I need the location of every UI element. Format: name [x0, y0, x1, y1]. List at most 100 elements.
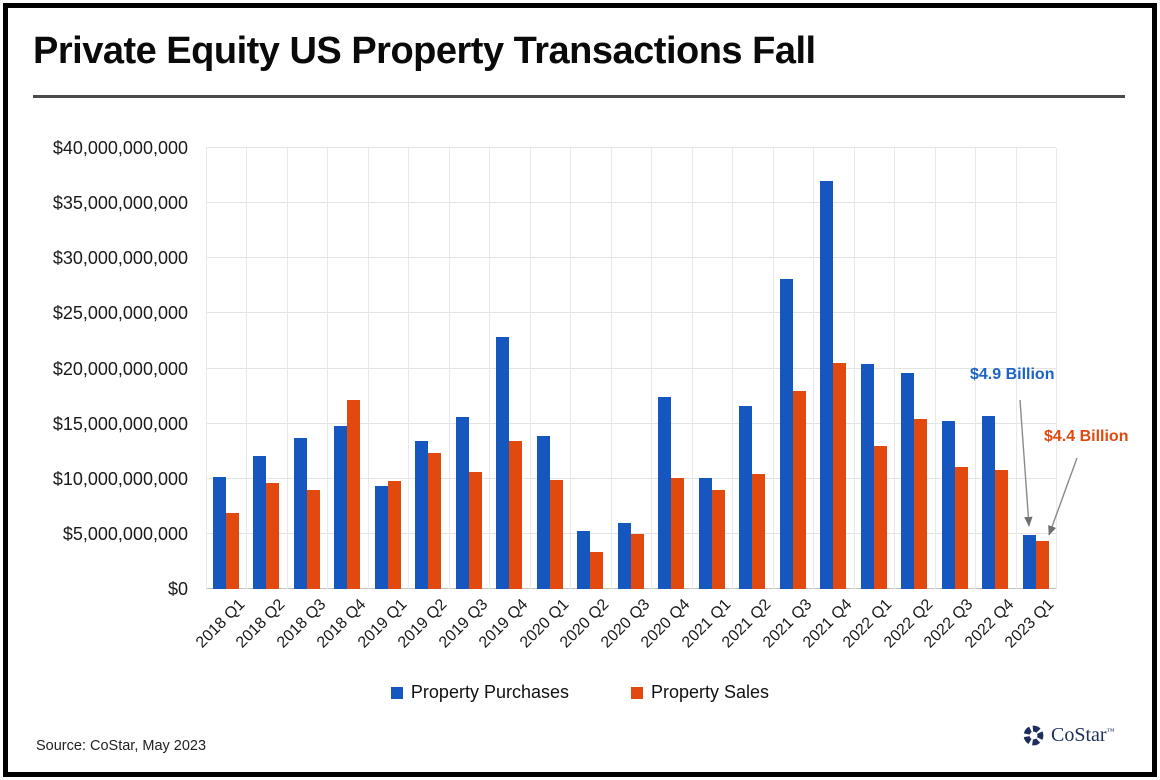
gridline-vertical: [408, 148, 410, 589]
bar-purchases-2019-q4: [496, 336, 510, 589]
bar-purchases-2020-q2: [577, 530, 591, 589]
bar-purchases-2020-q3: [617, 522, 631, 589]
bar-purchases-2019-q1: [374, 486, 388, 589]
gridline-vertical: [813, 148, 815, 589]
chart-legend: Property Purchases Property Sales: [8, 682, 1152, 703]
bar-sales-2021-q3: [792, 390, 806, 589]
bar-purchases-2020-q1: [536, 435, 550, 589]
gridline-horizontal: [206, 202, 1056, 204]
legend-item-purchases: Property Purchases: [390, 682, 569, 703]
gridline-vertical: [327, 148, 329, 589]
costar-pinwheel-icon: [1023, 725, 1044, 746]
gridline-vertical: [934, 148, 936, 589]
gridline-vertical: [772, 148, 774, 589]
legend-item-sales: Property Sales: [631, 682, 769, 703]
bar-purchases-2018-q1: [213, 476, 226, 589]
legend-label-purchases: Property Purchases: [410, 682, 569, 702]
bar-purchases-2018-q4: [334, 425, 348, 589]
y-axis-tick-label: $15,000,000,000: [52, 413, 188, 434]
gridline-vertical: [610, 148, 612, 589]
bar-purchases-2019-q2: [415, 441, 429, 589]
bar-purchases-2019-q3: [455, 417, 469, 589]
bar-sales-2023-q1: [1035, 540, 1049, 589]
bar-sales-2020-q1: [549, 479, 563, 589]
costar-wordmark: CoStar™: [1051, 724, 1115, 746]
bar-purchases-2021-q3: [779, 279, 793, 589]
gridline-vertical: [367, 148, 369, 589]
gridline-horizontal: [206, 422, 1056, 424]
bar-sales-2018-q1: [226, 512, 239, 589]
annotation-purchases-label: $4.9 Billion: [970, 366, 1055, 383]
bar-purchases-2021-q4: [820, 181, 834, 589]
gridline-horizontal: [206, 257, 1056, 259]
bar-sales-2021-q4: [833, 363, 847, 589]
gridline-vertical: [651, 148, 653, 589]
gridline-vertical: [489, 148, 491, 589]
bar-purchases-2022-q3: [941, 421, 955, 589]
bar-purchases-2022-q4: [982, 415, 996, 589]
bar-purchases-2021-q2: [739, 406, 753, 589]
trademark-symbol: ™: [1106, 726, 1115, 736]
bar-sales-2021-q1: [711, 489, 725, 589]
gridline-vertical: [975, 148, 977, 589]
gridline-vertical: [570, 148, 572, 589]
bar-purchases-2021-q1: [698, 477, 712, 589]
gridline-vertical: [246, 148, 248, 589]
bar-purchases-2023-q1: [1022, 534, 1036, 589]
legend-swatch-purchases-icon: [390, 686, 403, 699]
bar-sales-2021-q2: [752, 474, 766, 589]
gridline-vertical: [1015, 148, 1017, 589]
chart-title: Private Equity US Property Transactions …: [33, 30, 816, 72]
chart-frame-border: Private Equity US Property Transactions …: [3, 3, 1157, 777]
gridline-horizontal: [206, 367, 1056, 369]
gridline-vertical: [691, 148, 693, 589]
gridline-vertical: [286, 148, 288, 589]
legend-label-sales: Property Sales: [651, 682, 770, 702]
bar-purchases-2018-q2: [253, 455, 267, 589]
annotation-sales-label: $4.4 Billion: [1044, 428, 1129, 445]
y-axis-tick-label: $35,000,000,000: [52, 193, 188, 214]
y-axis-tick-label: $40,000,000,000: [52, 138, 188, 158]
gridline-vertical: [732, 148, 734, 589]
bar-sales-2020-q2: [590, 551, 604, 589]
bar-purchases-2018-q3: [293, 437, 307, 589]
bar-sales-2020-q4: [671, 477, 685, 589]
title-divider: [33, 95, 1125, 98]
bar-sales-2018-q2: [266, 483, 280, 589]
legend-swatch-sales-icon: [631, 686, 643, 699]
bar-sales-2018-q4: [347, 400, 361, 589]
bar-sales-2019-q1: [387, 480, 401, 589]
gridline-vertical: [529, 148, 531, 589]
chart-inner: Private Equity US Property Transactions …: [8, 8, 1152, 772]
bar-sales-2022-q3: [954, 466, 968, 589]
gridline-vertical: [1056, 148, 1057, 589]
costar-logo: CoStar™: [1022, 724, 1114, 747]
gridline-vertical: [894, 148, 896, 589]
bar-sales-2022-q2: [914, 419, 928, 589]
gridline-horizontal: [206, 532, 1056, 534]
gridline-vertical: [206, 148, 207, 589]
gridline-vertical: [853, 148, 855, 589]
bar-sales-2018-q3: [306, 489, 320, 589]
bar-sales-2020-q3: [630, 533, 644, 589]
plot-area: [206, 147, 1057, 589]
source-text: Source: CoStar, May 2023: [36, 738, 207, 754]
bar-sales-2019-q2: [428, 453, 442, 589]
gridline-horizontal: [206, 147, 1056, 148]
bar-purchases-2022-q1: [860, 364, 874, 589]
y-axis-tick-label: $25,000,000,000: [52, 303, 188, 324]
y-axis-tick-label: $30,000,000,000: [52, 248, 188, 269]
y-axis-tick-label: $0: [167, 579, 188, 599]
gridline-vertical: [448, 148, 450, 589]
y-axis-tick-label: $20,000,000,000: [52, 358, 188, 379]
bar-purchases-2022-q2: [901, 372, 915, 589]
y-axis-tick-label: $10,000,000,000: [52, 468, 188, 489]
bar-sales-2022-q4: [995, 469, 1009, 589]
gridline-horizontal: [206, 312, 1056, 314]
bar-sales-2019-q4: [509, 441, 523, 589]
bar-purchases-2020-q4: [658, 397, 672, 589]
bar-sales-2022-q1: [873, 445, 887, 589]
bar-sales-2019-q3: [468, 472, 482, 589]
y-axis-tick-label: $5,000,000,000: [62, 523, 188, 544]
